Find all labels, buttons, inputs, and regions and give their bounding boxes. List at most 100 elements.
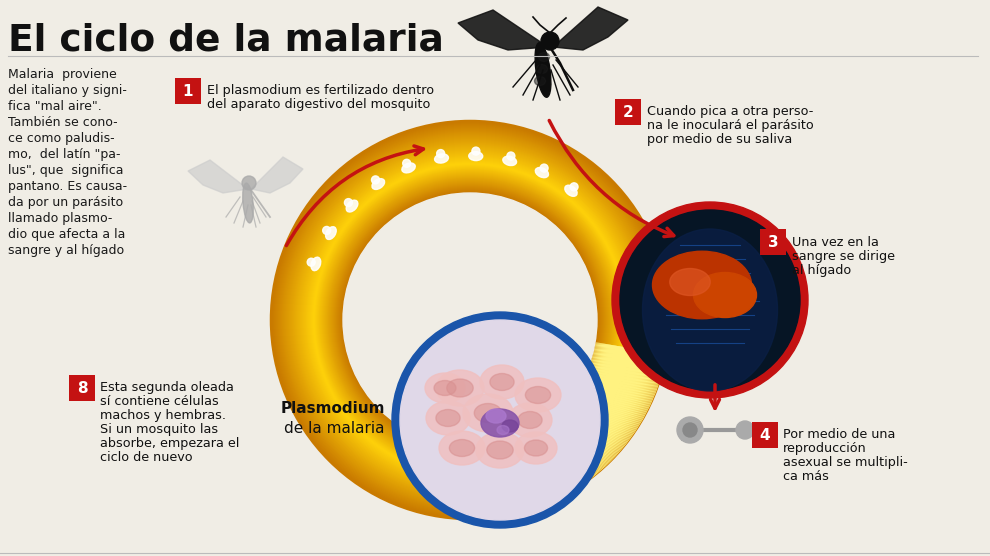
Circle shape xyxy=(472,147,480,155)
Circle shape xyxy=(371,176,379,184)
Ellipse shape xyxy=(449,439,474,456)
Circle shape xyxy=(403,160,411,167)
Circle shape xyxy=(541,32,559,50)
Circle shape xyxy=(323,226,331,235)
Text: sangre y al hígado: sangre y al hígado xyxy=(8,244,124,257)
Text: 1: 1 xyxy=(183,83,193,98)
Text: dio que afecta a la: dio que afecta a la xyxy=(8,228,126,241)
Ellipse shape xyxy=(311,257,321,271)
Circle shape xyxy=(612,202,808,398)
Ellipse shape xyxy=(474,404,502,423)
Text: al hígado: al hígado xyxy=(792,264,851,277)
Text: llamado plasmo-: llamado plasmo- xyxy=(8,212,113,225)
Polygon shape xyxy=(188,160,248,193)
Text: absorbe, empezara el: absorbe, empezara el xyxy=(100,437,240,450)
Circle shape xyxy=(345,198,352,207)
Ellipse shape xyxy=(515,432,557,464)
Ellipse shape xyxy=(243,183,253,223)
Ellipse shape xyxy=(497,425,509,434)
Text: Malaria  proviene: Malaria proviene xyxy=(8,68,117,81)
Text: 4: 4 xyxy=(759,428,770,443)
Text: del italiano y signi-: del italiano y signi- xyxy=(8,84,127,97)
Circle shape xyxy=(242,176,256,190)
Text: ciclo de nuevo: ciclo de nuevo xyxy=(100,451,193,464)
FancyBboxPatch shape xyxy=(175,78,201,104)
Ellipse shape xyxy=(439,431,485,465)
FancyBboxPatch shape xyxy=(752,422,778,448)
Text: El plasmodium es fertilizado dentro: El plasmodium es fertilizado dentro xyxy=(207,84,435,97)
FancyBboxPatch shape xyxy=(615,99,641,125)
Text: 8: 8 xyxy=(76,380,87,395)
Ellipse shape xyxy=(536,167,548,178)
Circle shape xyxy=(570,183,578,191)
Text: También se cono-: También se cono- xyxy=(8,116,118,129)
Circle shape xyxy=(437,150,445,157)
Text: de la malaria: de la malaria xyxy=(284,420,385,435)
Text: por medio de su saliva: por medio de su saliva xyxy=(647,133,792,146)
Ellipse shape xyxy=(436,410,460,426)
Text: ca más: ca más xyxy=(783,470,829,483)
Ellipse shape xyxy=(535,43,550,97)
Ellipse shape xyxy=(643,229,777,391)
Text: da por un parásito: da por un parásito xyxy=(8,196,123,209)
Ellipse shape xyxy=(425,373,465,403)
Text: ce como paludis-: ce como paludis- xyxy=(8,132,115,145)
Ellipse shape xyxy=(525,440,547,456)
Ellipse shape xyxy=(539,52,549,62)
Text: mo,  del latín "pa-: mo, del latín "pa- xyxy=(8,148,121,161)
Ellipse shape xyxy=(435,154,448,163)
Ellipse shape xyxy=(480,365,524,399)
Text: Por medio de una: Por medio de una xyxy=(783,428,895,441)
Ellipse shape xyxy=(565,185,577,196)
Polygon shape xyxy=(251,157,303,193)
Text: machos y hembras.: machos y hembras. xyxy=(100,409,226,422)
Circle shape xyxy=(620,210,800,390)
Ellipse shape xyxy=(372,178,385,190)
Text: lus", que  significa: lus", que significa xyxy=(8,164,124,177)
Circle shape xyxy=(677,417,703,443)
Circle shape xyxy=(307,258,315,266)
Text: na le inoculará el parásito: na le inoculará el parásito xyxy=(647,119,814,132)
Ellipse shape xyxy=(463,394,513,432)
Ellipse shape xyxy=(446,379,473,397)
Ellipse shape xyxy=(487,441,513,459)
Text: Una vez en la: Una vez en la xyxy=(792,236,879,249)
Ellipse shape xyxy=(508,403,552,437)
Polygon shape xyxy=(553,7,628,50)
Ellipse shape xyxy=(503,156,517,166)
Text: Cuando pica a otra perso-: Cuando pica a otra perso- xyxy=(647,105,814,118)
Circle shape xyxy=(507,152,515,160)
Text: 2: 2 xyxy=(623,105,634,120)
Circle shape xyxy=(343,193,597,447)
Circle shape xyxy=(683,423,697,437)
Ellipse shape xyxy=(694,272,756,317)
Text: reproducción: reproducción xyxy=(783,442,867,455)
Text: pantano. Es causa-: pantano. Es causa- xyxy=(8,180,127,193)
Ellipse shape xyxy=(426,401,470,435)
Text: 3: 3 xyxy=(767,235,778,250)
Ellipse shape xyxy=(502,420,518,432)
Ellipse shape xyxy=(402,163,415,173)
Ellipse shape xyxy=(537,64,547,73)
Circle shape xyxy=(736,421,754,439)
Ellipse shape xyxy=(670,269,710,295)
Polygon shape xyxy=(458,10,548,50)
Ellipse shape xyxy=(326,227,337,240)
FancyBboxPatch shape xyxy=(69,375,95,401)
Ellipse shape xyxy=(346,200,357,212)
Ellipse shape xyxy=(535,77,545,86)
Text: Si un mosquito las: Si un mosquito las xyxy=(100,423,218,436)
Text: asexual se multipli-: asexual se multipli- xyxy=(783,456,908,469)
Circle shape xyxy=(400,320,600,520)
Text: El ciclo de la malaria: El ciclo de la malaria xyxy=(8,22,444,58)
Ellipse shape xyxy=(476,432,524,468)
Ellipse shape xyxy=(481,409,519,437)
Ellipse shape xyxy=(515,378,561,412)
FancyBboxPatch shape xyxy=(760,229,786,255)
Text: Plasmodium: Plasmodium xyxy=(280,400,385,415)
Ellipse shape xyxy=(468,152,483,161)
Ellipse shape xyxy=(652,251,751,319)
Ellipse shape xyxy=(436,370,484,406)
Text: del aparato digestivo del mosquito: del aparato digestivo del mosquito xyxy=(207,98,431,111)
Text: sí contiene células: sí contiene células xyxy=(100,395,219,408)
